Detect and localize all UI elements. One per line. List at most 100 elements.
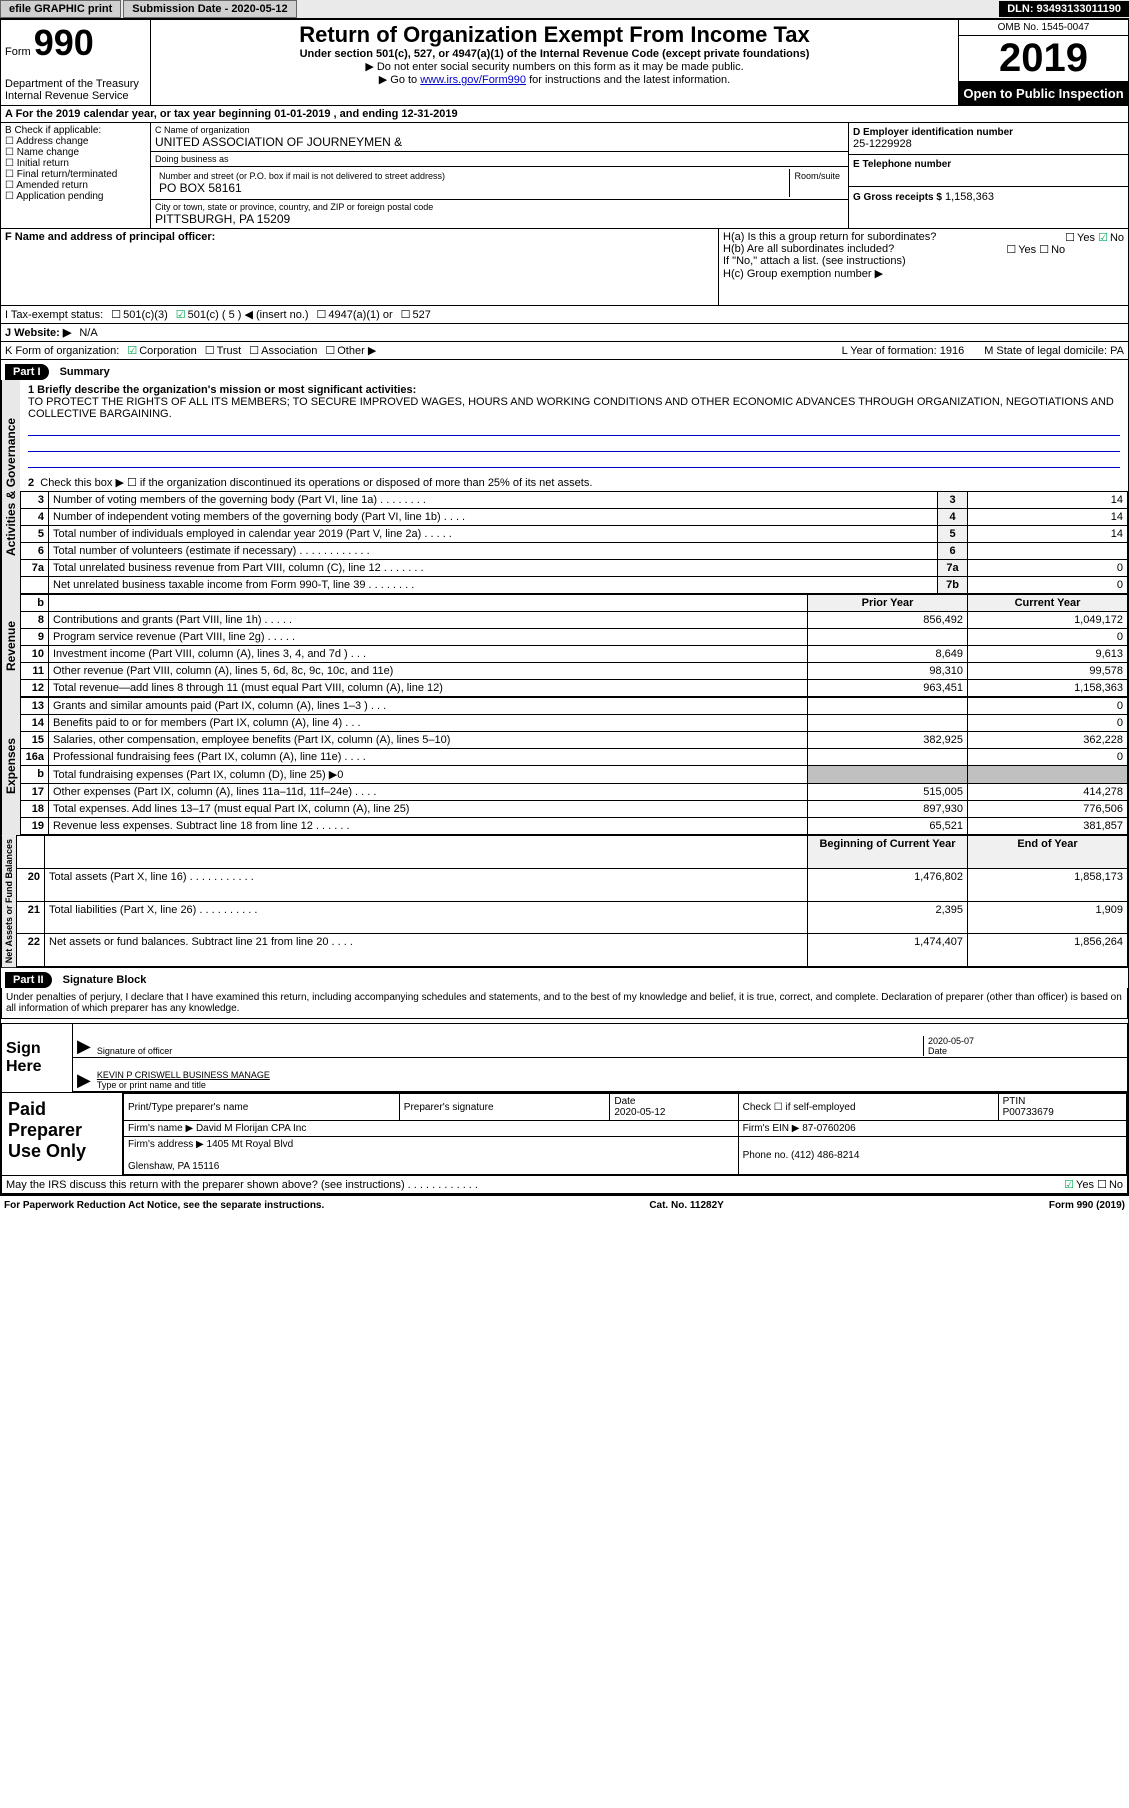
ha-row: H(a) Is this a group return for subordin… xyxy=(723,231,1124,243)
chk-name[interactable]: Name change xyxy=(5,147,146,158)
chk-501c3[interactable]: 501(c)(3) xyxy=(111,308,168,321)
table-row: Net unrelated business taxable income fr… xyxy=(21,577,1128,594)
paid-label: Paid Preparer Use Only xyxy=(2,1093,122,1175)
line2-text: Check this box ▶ ☐ if the organization d… xyxy=(40,477,592,489)
table-row: 21Total liabilities (Part X, line 26) . … xyxy=(17,901,1128,934)
col-d: D Employer identification number 25-1229… xyxy=(848,123,1128,228)
note-link: Go to www.irs.gov/Form990 for instructio… xyxy=(155,73,954,86)
gross-cell: G Gross receipts $ 1,158,363 xyxy=(849,187,1128,207)
ha-yes[interactable]: Yes xyxy=(1065,232,1095,244)
sig-date: 2020-05-07 xyxy=(928,1036,1123,1046)
korg-row: K Form of organization: Corporation Trus… xyxy=(0,342,1129,360)
table-row: 8Contributions and grants (Part VIII, li… xyxy=(21,612,1128,629)
firm-name-lbl: Firm's name ▶ xyxy=(128,1123,193,1134)
chk-trust[interactable]: Trust xyxy=(205,344,242,357)
col-b: B Check if applicable: Address change Na… xyxy=(1,123,151,228)
hb-label: H(b) Are all subordinates included? xyxy=(723,243,894,255)
sig-date-lbl: Date xyxy=(928,1046,947,1056)
line2: 2 Check this box ▶ ☐ if the organization… xyxy=(20,474,1128,491)
row-f-right: H(a) Is this a group return for subordin… xyxy=(718,229,1128,305)
city-val: PITTSBURGH, PA 15209 xyxy=(155,212,844,226)
sig-name-line: KEVIN P CRISWELL BUSINESS MANAGE Type or… xyxy=(73,1058,1127,1092)
city-cell: City or town, state or province, country… xyxy=(151,200,848,228)
prep-name-lbl: Print/Type preparer's name xyxy=(124,1094,400,1121)
room-lbl: Room/suite xyxy=(794,171,840,181)
mission-lbl: 1 Briefly describe the organization's mi… xyxy=(28,384,1120,396)
irs-link[interactable]: www.irs.gov/Form990 xyxy=(420,74,526,86)
ha-no[interactable]: No xyxy=(1098,232,1124,244)
revenue-section: Revenue b Prior Year Current Year 8Contr… xyxy=(1,594,1128,697)
part1-box: Part I Summary Activities & Governance 1… xyxy=(0,360,1129,968)
topbar: efile GRAPHIC print Submission Date - 20… xyxy=(0,0,1129,19)
hb-yes[interactable]: Yes xyxy=(1006,244,1036,256)
gross-lbl: G Gross receipts $ xyxy=(853,192,942,203)
hdr-prior: Prior Year xyxy=(808,595,968,612)
chk-address[interactable]: Address change xyxy=(5,136,146,147)
part2-title: Signature Block xyxy=(63,974,147,986)
form-id-box: Form 990 Department of the Treasury Inte… xyxy=(1,20,151,105)
sign-here-block: Sign Here Signature of officer 2020-05-0… xyxy=(1,1023,1128,1093)
irs-no[interactable]: No xyxy=(1097,1179,1123,1191)
hdr-beg: Beginning of Current Year xyxy=(808,836,968,869)
row-f-left: F Name and address of principal officer: xyxy=(1,229,718,305)
table-row: 10Investment income (Part VIII, column (… xyxy=(21,646,1128,663)
ptin-cell: PTIN P00733679 xyxy=(998,1094,1126,1121)
phone-lbl: Phone no. xyxy=(743,1150,789,1161)
chk-4947[interactable]: 4947(a)(1) or xyxy=(317,308,393,321)
prep-date: 2020-05-12 xyxy=(614,1107,665,1118)
prep-check[interactable]: Check ☐ if self-employed xyxy=(738,1094,998,1121)
firm-addr-lbl: Firm's address ▶ xyxy=(128,1139,204,1150)
org-name-val: UNITED ASSOCIATION OF JOURNEYMEN & xyxy=(155,135,844,149)
chk-amended[interactable]: Amended return xyxy=(5,180,146,191)
sig-name: KEVIN P CRISWELL BUSINESS MANAGE xyxy=(77,1070,1123,1080)
irs-yes[interactable]: Yes xyxy=(1064,1179,1094,1191)
table-row: 18Total expenses. Add lines 13–17 (must … xyxy=(21,801,1128,818)
chk-pending[interactable]: Application pending xyxy=(5,191,146,202)
tel-cell: E Telephone number xyxy=(849,155,1128,187)
table-row: 15Salaries, other compensation, employee… xyxy=(21,732,1128,749)
col-b-label: B Check if applicable: xyxy=(5,125,146,136)
hb-no[interactable]: No xyxy=(1039,244,1065,256)
korg-label: K Form of organization: xyxy=(5,345,119,357)
chk-other[interactable]: Other ▶ xyxy=(325,344,376,357)
form-label: Form xyxy=(5,46,31,58)
sig-officer-line: Signature of officer 2020-05-07 Date xyxy=(73,1024,1127,1058)
prep-sig-lbl: Preparer's signature xyxy=(399,1094,610,1121)
hc-row: H(c) Group exemption number ▶ xyxy=(723,267,1124,280)
sig-name-lbl: Type or print name and title xyxy=(97,1080,206,1090)
chk-assoc[interactable]: Association xyxy=(249,344,317,357)
header-center: Return of Organization Exempt From Incom… xyxy=(151,20,958,105)
dept-label: Department of the Treasury Internal Reve… xyxy=(5,78,146,102)
side-activities: Activities & Governance xyxy=(1,380,20,594)
footer: For Paperwork Reduction Act Notice, see … xyxy=(0,1195,1129,1215)
note2-prefix: Go to xyxy=(390,74,420,86)
irs-discuss-row: May the IRS discuss this return with the… xyxy=(1,1176,1128,1194)
officer-lbl: F Name and address of principal officer: xyxy=(5,231,714,243)
phone-val: (412) 486-8214 xyxy=(791,1150,859,1161)
tax-status-row: I Tax-exempt status: 501(c)(3) 501(c) ( … xyxy=(0,306,1129,324)
part2-hdr: Part II xyxy=(5,972,52,988)
submission-btn[interactable]: Submission Date - 2020-05-12 xyxy=(123,0,296,18)
side-expenses: Expenses xyxy=(1,697,20,835)
part2-box: Part II Signature Block Under penalties … xyxy=(0,968,1129,1195)
city-lbl: City or town, state or province, country… xyxy=(155,202,844,212)
efile-btn[interactable]: efile GRAPHIC print xyxy=(0,0,121,18)
tel-lbl: E Telephone number xyxy=(853,159,1124,170)
website-row: J Website: ▶ N/A xyxy=(0,324,1129,342)
chk-501c[interactable]: 501(c) ( 5 ) ◀ (insert no.) xyxy=(176,308,309,321)
firm-ein-lbl: Firm's EIN ▶ xyxy=(743,1123,800,1134)
tax-year: 2019 xyxy=(959,36,1128,82)
sign-here-label: Sign Here xyxy=(2,1024,72,1092)
table-row: 7aTotal unrelated business revenue from … xyxy=(21,560,1128,577)
table-row: 12Total revenue—add lines 8 through 11 (… xyxy=(21,680,1128,697)
chk-527[interactable]: 527 xyxy=(401,308,431,321)
mission-val: TO PROTECT THE RIGHTS OF ALL ITS MEMBERS… xyxy=(28,396,1120,420)
table-row: 13Grants and similar amounts paid (Part … xyxy=(21,698,1128,715)
chk-initial[interactable]: Initial return xyxy=(5,158,146,169)
chk-corp[interactable]: Corporation xyxy=(127,344,196,357)
declaration: Under penalties of perjury, I declare th… xyxy=(1,988,1128,1019)
table-row: 19Revenue less expenses. Subtract line 1… xyxy=(21,818,1128,835)
hdr-curr: Current Year xyxy=(968,595,1128,612)
chk-final[interactable]: Final return/terminated xyxy=(5,169,146,180)
ptin-lbl: PTIN xyxy=(1003,1096,1026,1107)
